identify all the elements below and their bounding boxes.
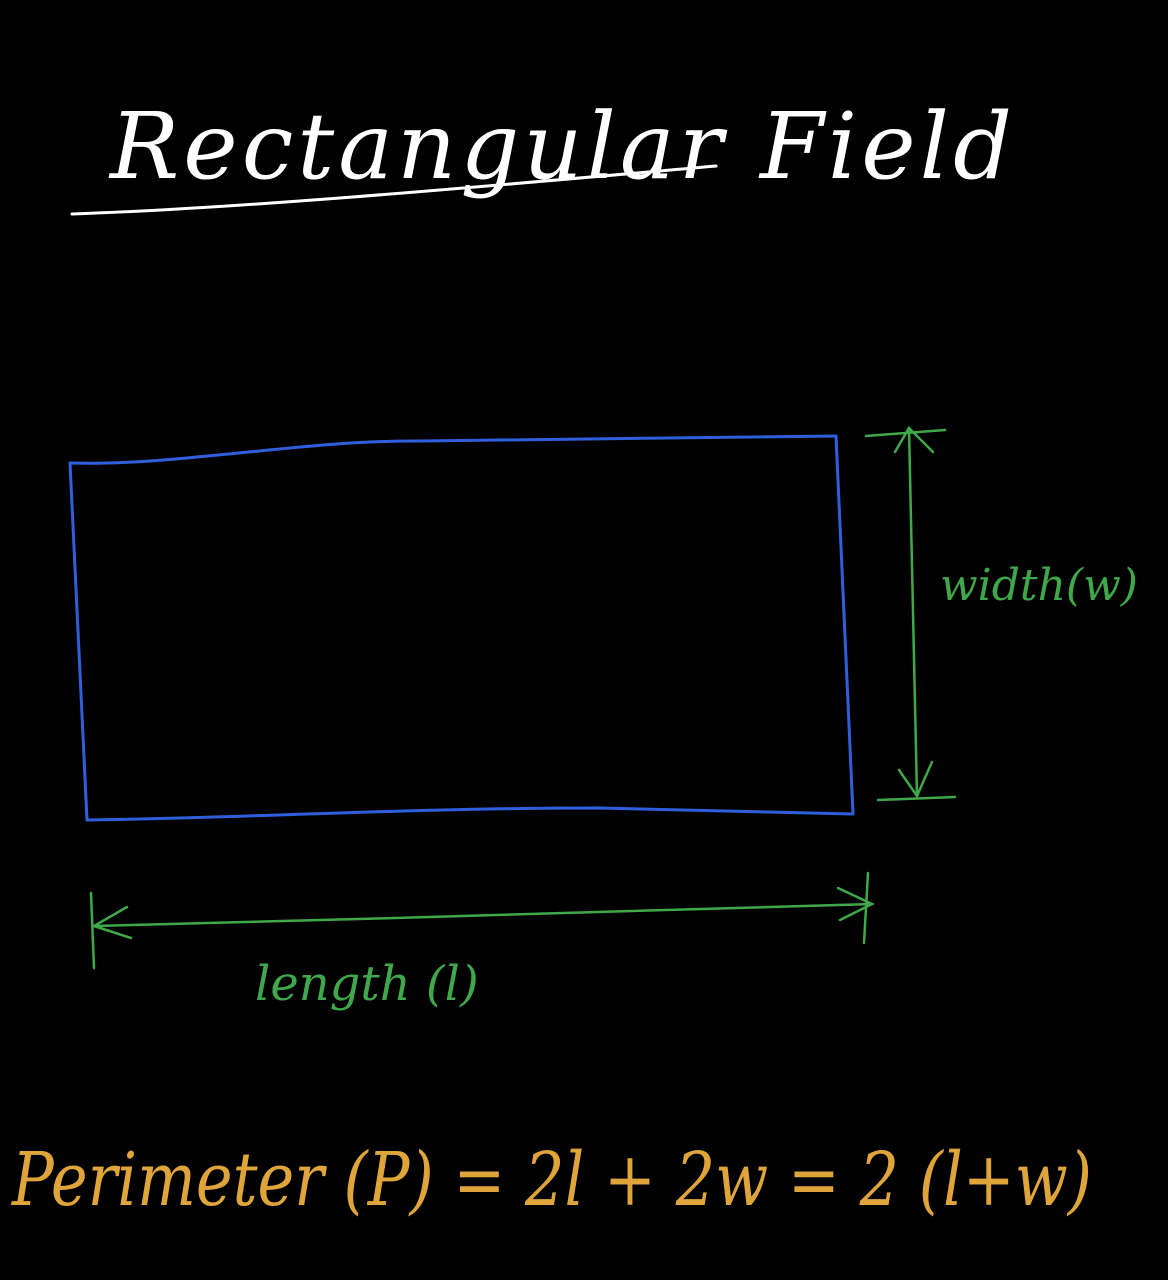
- length-dimension-arrow: [89, 871, 875, 970]
- title-text: Rectangular Field: [108, 93, 1016, 200]
- field-rectangle: [68, 434, 855, 822]
- title-underline: [70, 164, 718, 216]
- length-label: length (l): [255, 956, 479, 1012]
- width-dimension-arrow: [864, 425, 957, 802]
- width-label: width(w): [940, 560, 1138, 611]
- perimeter-formula: Perimeter (P) = 2l + 2w = 2 (l+w): [10, 1137, 1092, 1223]
